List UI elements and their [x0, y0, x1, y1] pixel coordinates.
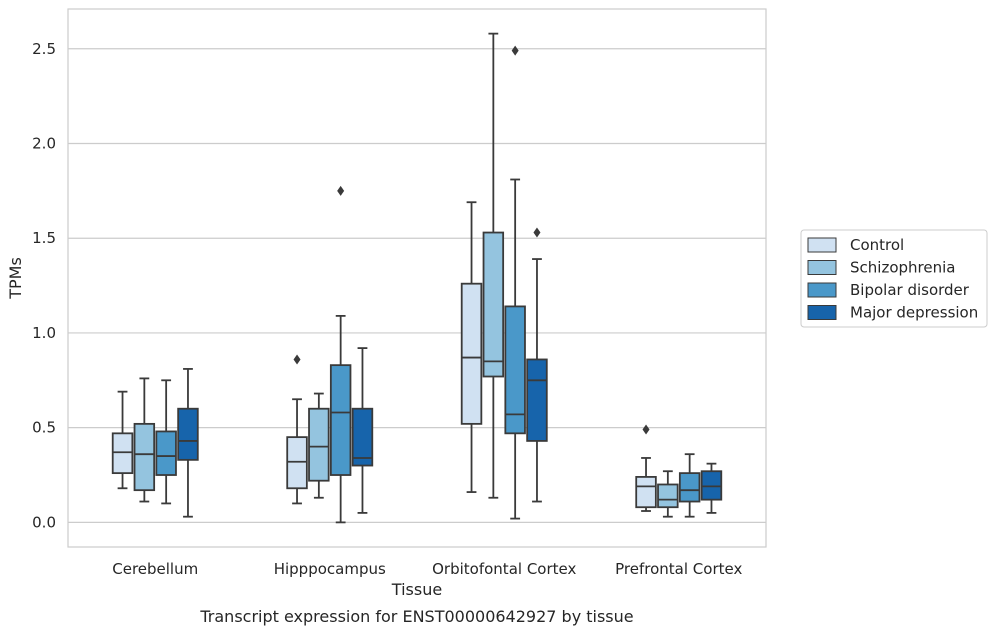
y-tick-label: 1.5	[32, 229, 56, 247]
x-tick-label: Prefrontal Cortex	[615, 560, 742, 578]
box-iqr	[177, 407, 199, 461]
box-iqr	[526, 358, 548, 442]
outlier-marker	[293, 354, 301, 365]
box-iqr	[482, 231, 505, 378]
box-iqr	[133, 422, 156, 492]
boxes-layer	[111, 32, 723, 524]
box-iqr	[329, 364, 352, 476]
box-control	[460, 201, 483, 493]
y-tick-label: 0.0	[32, 513, 56, 531]
outlier-marker	[642, 424, 650, 435]
box-bipolar-disorder	[678, 453, 701, 518]
legend-swatch	[807, 237, 837, 253]
box-control	[286, 354, 308, 505]
y-tick-labels: 0.0 0.5 1.0 1.5 2.0 2.5	[32, 40, 56, 532]
box-iqr	[286, 436, 308, 490]
box-iqr	[504, 305, 526, 435]
box-bipolar-disorder	[504, 45, 526, 520]
box-schizophrenia	[657, 470, 679, 518]
legend-label: Schizophrenia	[850, 259, 955, 277]
box-iqr	[155, 430, 177, 476]
y-axis-title: TPMs	[6, 257, 25, 300]
box-iqr	[657, 483, 679, 509]
box-major-depression	[700, 462, 723, 514]
x-tick-label: Hipppocampus	[274, 560, 386, 578]
legend-swatch	[807, 260, 837, 275]
box-iqr	[678, 472, 701, 503]
box-iqr	[111, 432, 134, 475]
legend-label: Control	[850, 236, 904, 254]
box-schizophrenia	[133, 377, 156, 503]
box-iqr	[700, 470, 723, 501]
y-tick-label: 0.5	[32, 419, 56, 437]
box-schizophrenia	[482, 32, 505, 499]
y-tick-label: 1.0	[32, 324, 56, 342]
legend-swatch	[807, 305, 837, 320]
box-control	[635, 424, 657, 512]
legend-label: Major depression	[850, 304, 978, 322]
x-axis-title: Tissue	[391, 580, 442, 599]
x-tick-label: Cerebellum	[112, 560, 198, 578]
box-bipolar-disorder	[155, 379, 177, 505]
box-iqr	[351, 407, 374, 467]
legend-swatch	[807, 282, 837, 298]
box-major-depression	[526, 227, 548, 503]
legend: Control Schizophrenia Bipolar disorder Majo…	[800, 229, 988, 328]
box-bipolar-disorder	[329, 185, 352, 524]
outlier-marker	[511, 45, 519, 56]
outlier-marker	[533, 227, 541, 238]
x-tick-label: Orbitofontal Cortex	[432, 560, 576, 578]
legend-frame	[800, 229, 988, 328]
y-tick-label: 2.5	[32, 40, 56, 58]
y-tick-label: 2.0	[32, 135, 56, 153]
box-schizophrenia	[308, 392, 330, 499]
chart-caption: Transcript expression for ENST0000064292…	[199, 607, 633, 626]
box-iqr	[460, 282, 483, 425]
legend-label: Bipolar disorder	[850, 281, 970, 299]
x-tick-labels: Cerebellum Hipppocampus Orbitofontal Corte…	[112, 560, 742, 578]
box-control	[111, 390, 134, 490]
box-iqr	[635, 476, 657, 509]
box-major-depression	[177, 368, 199, 518]
outlier-marker	[337, 185, 345, 196]
box-iqr	[308, 407, 330, 482]
box-major-depression	[351, 347, 374, 514]
